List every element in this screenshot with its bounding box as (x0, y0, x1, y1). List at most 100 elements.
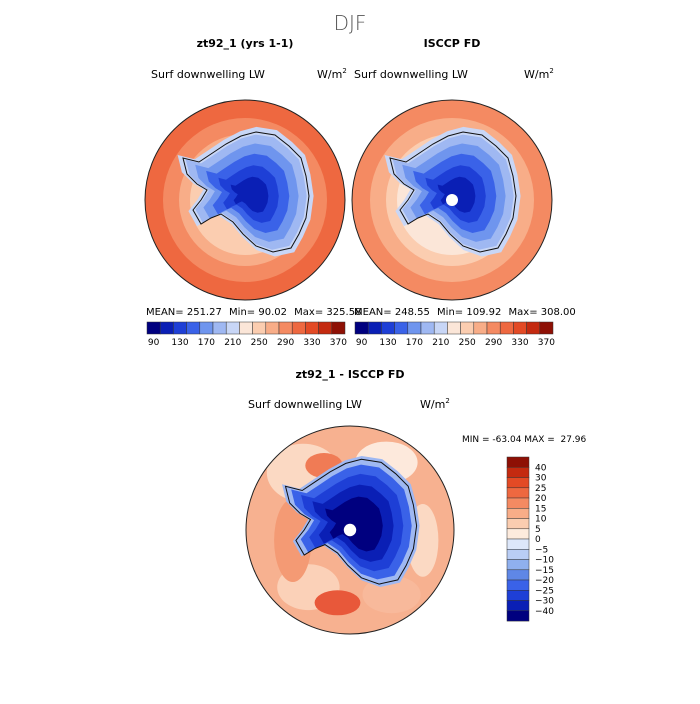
panel-model-colorbar-swatch (225, 321, 240, 335)
panel-model-colorbar-swatch (146, 321, 161, 335)
panel-diff-colorbar-swatch (506, 538, 530, 550)
panel-diff: zt92_1 - ISCCP FD Surf downwelling LW W/… (245, 368, 587, 635)
panel-diff-anomaly-region (314, 590, 361, 616)
panel-model-colorbar-swatch (186, 321, 201, 335)
panel-model-colorbar-swatch (212, 321, 227, 335)
panel-obs-colorbar-tick-label: 370 (538, 338, 555, 348)
panel-diff-colorbar-swatch (506, 559, 530, 571)
panel-model-colorbar-swatch (331, 321, 346, 335)
panel-obs-coastline (389, 131, 517, 253)
panel-model-colorbar-tick-label: 370 (330, 338, 347, 348)
panel-model-colorbar-swatch (252, 321, 267, 335)
panel-model-colorbar-swatch (265, 321, 280, 335)
panel-model-colorbar-tick-label: 290 (277, 338, 294, 348)
panel-diff-colorbar-tick-label: 0 (535, 535, 541, 545)
panel-model-colorbar-swatch (173, 321, 187, 335)
panel-diff-colorbar-tick-label: −15 (535, 566, 554, 576)
panel-diff-colorbar-swatch (506, 508, 530, 519)
panel-diff-coastline (284, 458, 418, 585)
panel-obs-colorbar-tick-label: 170 (406, 338, 423, 348)
panel-diff-colorbar-tick-label: −5 (535, 545, 548, 555)
panel-diff-colorbar-tick-label: −40 (535, 607, 554, 617)
panel-obs-colorbar-tick-label: 330 (511, 338, 528, 348)
panel-obs-colorbar-tick-label: 130 (379, 338, 396, 348)
panel-model-colorbar-swatch (159, 321, 174, 335)
panel-obs-colorbar-tick-label: 290 (485, 338, 502, 348)
panel-model-colorbar-swatch (239, 321, 253, 335)
panel-diff-colorbar-tick-label: −20 (535, 576, 554, 586)
panel-diff-colorbar-swatch (506, 497, 530, 509)
panel-diff-colorbar-swatch (506, 528, 530, 540)
panel-model-colorbar-swatch (278, 321, 293, 335)
panel-diff-land-contour (325, 496, 383, 552)
panel-diff-colorbar-swatch (506, 600, 530, 612)
panel-diff-colorbar-swatch (506, 579, 530, 591)
panel-model-land-contour (230, 176, 269, 213)
panel-diff-polar-hole (343, 523, 357, 537)
panel-model-colorbar-tick-label: 170 (198, 338, 215, 348)
panel-obs-variable: Surf downwelling LW (354, 68, 468, 81)
panel-obs-colorbar-swatch (473, 321, 488, 335)
panel-diff-colorbar-swatch (506, 590, 530, 601)
panel-model-colorbar-swatch (199, 321, 214, 335)
panel-diff-colorbar-tick-label: 40 (535, 463, 547, 473)
panel-obs-colorbar-swatch (526, 321, 541, 335)
panel-diff-map-border (245, 425, 455, 635)
panel-diff-colorbar-tick-label: −10 (535, 556, 554, 566)
panel-obs-colorbar-swatch (513, 321, 527, 335)
panel-model-colorbar: 90 130 170 210 250 290 330 370 (146, 321, 347, 348)
panel-diff-colorbar-tick-label: 10 (535, 515, 547, 525)
panel-obs-colorbar-swatch (367, 321, 382, 335)
panel-model-colorbar-tick-label: 210 (224, 338, 241, 348)
panel-obs-map (352, 100, 552, 300)
panel-obs-colorbar-swatch (354, 321, 369, 335)
panel-model-colorbar-swatch (318, 321, 333, 335)
panel-diff-colorbar-tick-label: 15 (535, 504, 546, 514)
panel-model-colorbar-tick-label: 90 (148, 338, 160, 348)
panel-obs-colorbar: 90 130 170 210 250 290 330 370 (354, 321, 555, 348)
panel-model-colorbar-swatch (305, 321, 319, 335)
panel-model-stats: MEAN= 251.27 Min= 90.02 Max= 325.58 (146, 307, 361, 318)
panel-diff-colorbar-swatch (506, 487, 530, 499)
panel-obs-colorbar-swatch (499, 321, 514, 335)
panel-obs-colorbar-tick-label: 250 (459, 338, 476, 348)
panel-diff-colorbar-tick-label: 20 (535, 494, 547, 504)
panel-diff-colorbar-swatch (506, 569, 530, 581)
panel-diff-colorbar-tick-label: 30 (535, 474, 547, 484)
panel-obs-colorbar-swatch (460, 321, 475, 335)
panel-diff-colorbar-swatch (506, 477, 530, 489)
panel-diff-colorbar-swatch (506, 610, 530, 622)
panel-model-title: zt92_1 (yrs 1-1) (197, 37, 294, 50)
panel-model-coastline (182, 131, 310, 253)
panel-diff-colorbar-tick-label: 5 (535, 525, 541, 535)
panel-diff-colorbar-swatch (506, 549, 530, 560)
panel-obs-colorbar-tick-label: 210 (432, 338, 449, 348)
panel-model-colorbar-tick-label: 250 (251, 338, 268, 348)
panel-diff-title: zt92_1 - ISCCP FD (295, 368, 404, 381)
panel-obs: ISCCP FD Surf downwelling LW W/m2 MEAN= … (351, 37, 576, 348)
panel-diff-colorbar-swatch (506, 518, 530, 530)
panel-model: zt92_1 (yrs 1-1) Surf downwelling LW W/m… (144, 37, 361, 348)
panel-obs-polar-hole (446, 194, 458, 206)
panel-model-variable: Surf downwelling LW (151, 68, 265, 81)
panel-diff-variable: Surf downwelling LW (248, 398, 362, 411)
panel-diff-colorbar-tick-label: 25 (535, 484, 546, 494)
panel-diff-colorbar-swatch (506, 456, 530, 468)
panel-diff-colorbar-tick-label: −30 (535, 597, 554, 607)
panel-model-map (145, 100, 345, 300)
panel-diff-anomaly-region (274, 498, 312, 582)
panel-obs-map-border (351, 99, 553, 301)
panel-model-units: W/m2 (317, 67, 347, 81)
panel-obs-colorbar-swatch (433, 321, 448, 335)
panel-diff-units: W/m2 (420, 397, 450, 411)
panel-model-map-border (144, 99, 346, 301)
panel-model-colorbar-swatch (291, 321, 306, 335)
panel-obs-units: W/m2 (524, 67, 554, 81)
panel-obs-colorbar-swatch (407, 321, 422, 335)
panel-obs-land-contour (437, 176, 476, 213)
panel-diff-colorbar-swatch (506, 467, 530, 478)
panel-obs-colorbar-swatch (486, 321, 501, 335)
panel-obs-colorbar-swatch (447, 321, 461, 335)
